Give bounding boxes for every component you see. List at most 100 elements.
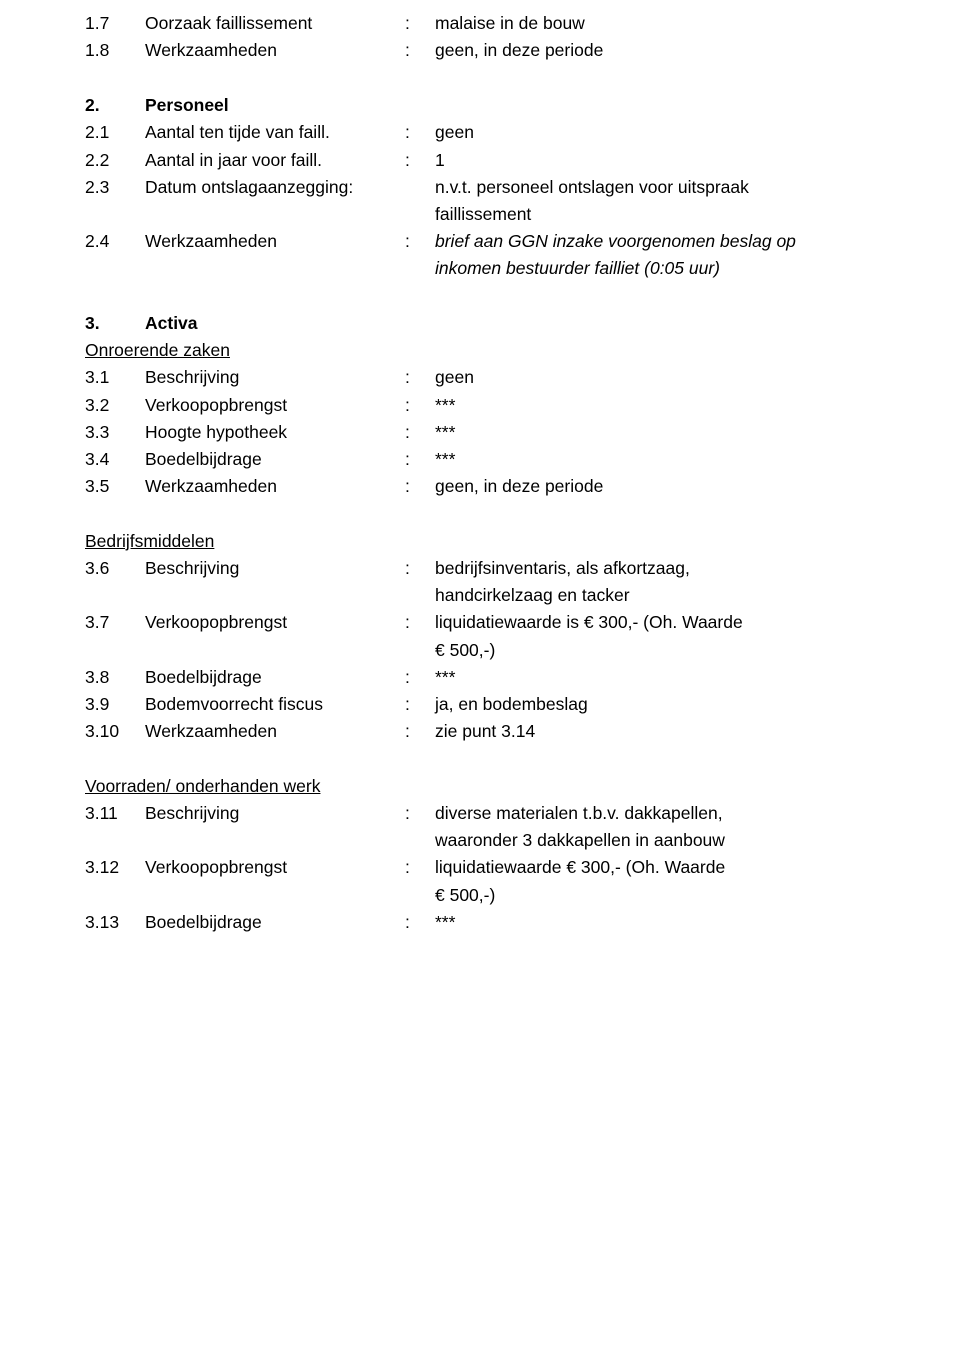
item-colon: : [405,419,435,446]
row-3-10: 3.10 Werkzaamheden : zie punt 3.14 [85,718,875,745]
item-value: brief aan GGN inzake voorgenomen beslag … [435,228,875,255]
item-value: liquidatiewaarde is € 300,- (Oh. Waarde [435,609,875,636]
row-3-11-continuation: waaronder 3 dakkapellen in aanbouw [435,827,875,854]
item-colon: : [405,10,435,37]
item-number: 1.7 [85,10,145,37]
subhead-bedrijfsmiddelen: Bedrijfsmiddelen [85,528,875,555]
row-3-6-continuation: handcirkelzaag en tacker [435,582,875,609]
item-value: malaise in de bouw [435,10,875,37]
subhead-voorraden: Voorraden/ onderhanden werk [85,773,875,800]
item-colon: : [405,609,435,636]
item-number: 3.3 [85,419,145,446]
item-value: bedrijfsinventaris, als afkortzaag, [435,555,875,582]
item-colon: : [405,664,435,691]
item-value: geen, in deze periode [435,473,875,500]
item-label: Werkzaamheden [145,37,405,64]
row-3-4: 3.4 Boedelbijdrage : *** [85,446,875,473]
item-number: 3.6 [85,555,145,582]
item-label: Aantal ten tijde van faill. [145,119,405,146]
item-label: Beschrijving [145,364,405,391]
row-1-8: 1.8 Werkzaamheden : geen, in deze period… [85,37,875,64]
row-3-9: 3.9 Bodemvoorrecht fiscus : ja, en bodem… [85,691,875,718]
row-3-2: 3.2 Verkoopopbrengst : *** [85,392,875,419]
item-number: 3.9 [85,691,145,718]
item-label: Oorzaak faillissement [145,10,405,37]
item-value: geen [435,119,875,146]
item-value: *** [435,664,875,691]
section-3-activa: 3. Activa [85,310,875,337]
item-number: 2.3 [85,174,145,201]
item-number: 2.4 [85,228,145,255]
item-label: Werkzaamheden [145,473,405,500]
row-2-3: 2.3 Datum ontslagaanzegging: n.v.t. pers… [85,174,875,201]
item-colon: : [405,555,435,582]
item-value: 1 [435,147,875,174]
item-colon: : [405,392,435,419]
row-2-1: 2.1 Aantal ten tijde van faill. : geen [85,119,875,146]
item-colon: : [405,37,435,64]
item-label: Bodemvoorrecht fiscus [145,691,405,718]
row-1-7: 1.7 Oorzaak faillissement : malaise in d… [85,10,875,37]
item-colon: : [405,854,435,881]
row-3-12-continuation: € 500,-) [435,882,875,909]
item-label: Datum ontslagaanzegging: [145,174,405,201]
item-label: Beschrijving [145,800,405,827]
item-colon: : [405,691,435,718]
item-label: Aantal in jaar voor faill. [145,147,405,174]
item-value: liquidatiewaarde € 300,- (Oh. Waarde [435,854,875,881]
section-label: Personeel [145,92,405,119]
item-colon: : [405,147,435,174]
item-value: *** [435,909,875,936]
item-number: 3.2 [85,392,145,419]
item-value: *** [435,392,875,419]
page: 1.7 Oorzaak faillissement : malaise in d… [0,0,960,1365]
row-3-1: 3.1 Beschrijving : geen [85,364,875,391]
item-colon: : [405,119,435,146]
item-label: Verkoopopbrengst [145,609,405,636]
item-label: Hoogte hypotheek [145,419,405,446]
item-label: Boedelbijdrage [145,664,405,691]
item-colon: : [405,909,435,936]
item-label: Werkzaamheden [145,718,405,745]
item-label: Boedelbijdrage [145,909,405,936]
item-number: 3.1 [85,364,145,391]
item-value: ja, en bodembeslag [435,691,875,718]
item-number: 3.8 [85,664,145,691]
item-number: 3.12 [85,854,145,881]
row-2-4-continuation: inkomen bestuurder failliet (0:05 uur) [435,255,875,282]
row-3-7: 3.7 Verkoopopbrengst : liquidatiewaarde … [85,609,875,636]
item-number: 3.5 [85,473,145,500]
row-3-3: 3.3 Hoogte hypotheek : *** [85,419,875,446]
row-2-3-continuation: faillissement [435,201,875,228]
row-3-12: 3.12 Verkoopopbrengst : liquidatiewaarde… [85,854,875,881]
item-label: Boedelbijdrage [145,446,405,473]
item-value: geen, in deze periode [435,37,875,64]
item-colon: : [405,800,435,827]
item-label: Beschrijving [145,555,405,582]
item-number: 2.2 [85,147,145,174]
item-number: 3.13 [85,909,145,936]
item-number: 2.1 [85,119,145,146]
item-label: Werkzaamheden [145,228,405,255]
subhead-onroerende-zaken: Onroerende zaken [85,337,875,364]
item-colon: : [405,718,435,745]
row-3-11: 3.11 Beschrijving : diverse materialen t… [85,800,875,827]
item-number: 3.4 [85,446,145,473]
row-2-2: 2.2 Aantal in jaar voor faill. : 1 [85,147,875,174]
row-3-6: 3.6 Beschrijving : bedrijfsinventaris, a… [85,555,875,582]
item-colon: : [405,228,435,255]
item-colon: : [405,364,435,391]
item-label: Verkoopopbrengst [145,392,405,419]
item-number: 3.7 [85,609,145,636]
item-label: Verkoopopbrengst [145,854,405,881]
item-value: n.v.t. personeel ontslagen voor uitspraa… [435,174,875,201]
item-value: diverse materialen t.b.v. dakkapellen, [435,800,875,827]
item-number: 3.10 [85,718,145,745]
item-value: zie punt 3.14 [435,718,875,745]
row-3-8: 3.8 Boedelbijdrage : *** [85,664,875,691]
item-value: *** [435,419,875,446]
section-2-personeel: 2. Personeel [85,92,875,119]
item-colon: : [405,446,435,473]
row-3-13: 3.13 Boedelbijdrage : *** [85,909,875,936]
item-number: 1.8 [85,37,145,64]
